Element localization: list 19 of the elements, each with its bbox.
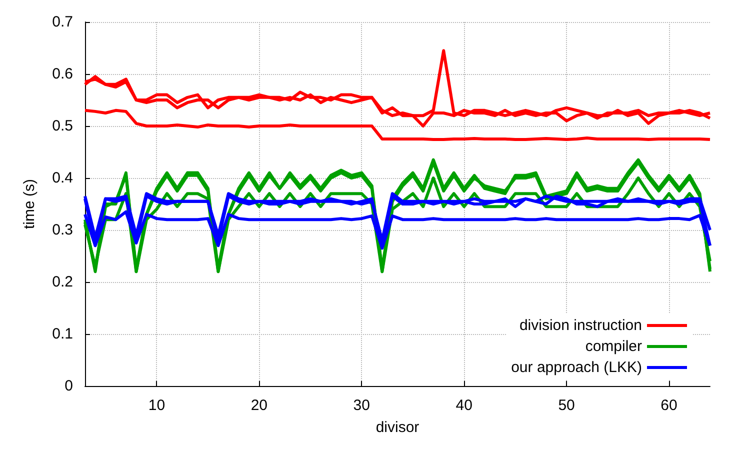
x-tick-label: 30 bbox=[353, 397, 370, 414]
legend-label: compiler bbox=[585, 338, 642, 355]
y-tick-label: 0.6 bbox=[52, 66, 73, 82]
x-tick-label: 10 bbox=[148, 397, 166, 414]
y-tick-label: 0.1 bbox=[52, 326, 73, 342]
y-tick-label: 0 bbox=[64, 378, 73, 394]
x-tick-label: 40 bbox=[456, 397, 472, 414]
y-tick-label: 0.2 bbox=[52, 274, 73, 290]
x-axis-title: divisor bbox=[376, 419, 420, 436]
x-tick-label: 50 bbox=[558, 397, 575, 414]
y-tick-label: 0.4 bbox=[52, 170, 73, 186]
x-tick-label: 20 bbox=[250, 397, 268, 414]
y-tick-label: 0.5 bbox=[52, 118, 73, 134]
x-tick-label: 60 bbox=[660, 397, 678, 414]
y-tick-label: 0.3 bbox=[52, 222, 73, 238]
y-tick-label: 0.7 bbox=[52, 14, 73, 30]
legend-label: division instruction bbox=[519, 317, 642, 334]
y-axis-title: time (s) bbox=[21, 179, 38, 229]
legend-label: our approach (LKK) bbox=[511, 359, 642, 376]
